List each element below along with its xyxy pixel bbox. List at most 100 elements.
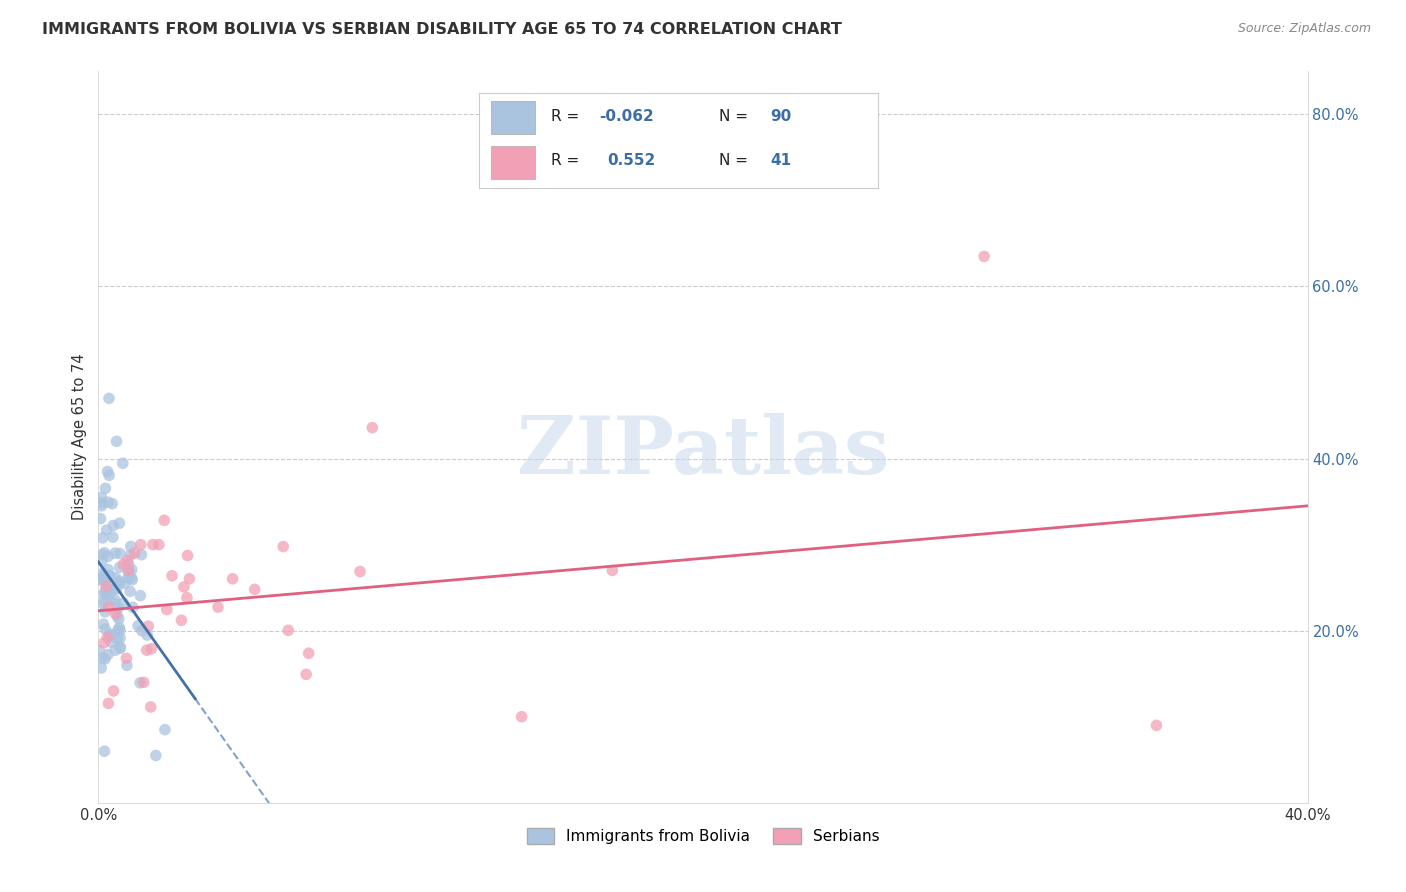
Point xyxy=(602,564,624,578)
Point xyxy=(510,710,533,724)
Point xyxy=(97,495,120,509)
Point xyxy=(108,612,131,626)
Point xyxy=(131,548,153,562)
Point xyxy=(91,651,114,665)
Text: Source: ZipAtlas.com: Source: ZipAtlas.com xyxy=(1237,22,1371,36)
Point xyxy=(97,563,120,577)
Point xyxy=(97,600,120,615)
Point xyxy=(96,631,118,645)
Point xyxy=(243,582,266,597)
Point xyxy=(153,513,176,527)
Point xyxy=(94,573,117,587)
Point xyxy=(96,523,118,537)
Point xyxy=(104,546,127,560)
Point xyxy=(104,592,127,607)
Point xyxy=(124,546,146,560)
Point xyxy=(115,651,138,665)
Point xyxy=(104,607,127,621)
Point xyxy=(277,624,299,638)
Point xyxy=(98,392,121,406)
Point xyxy=(105,632,128,646)
Point xyxy=(110,640,132,655)
Point xyxy=(136,619,159,633)
Point xyxy=(108,574,131,589)
Point xyxy=(97,549,120,564)
Point xyxy=(118,564,141,578)
Point xyxy=(108,576,131,591)
Point xyxy=(97,589,120,603)
Point xyxy=(132,675,155,690)
Point xyxy=(93,744,115,758)
Point xyxy=(295,667,318,681)
Point xyxy=(98,628,121,642)
Point xyxy=(120,584,142,599)
Point xyxy=(94,605,117,619)
Point xyxy=(90,661,112,675)
Point xyxy=(973,249,995,263)
Point xyxy=(117,566,139,580)
Point xyxy=(108,621,131,635)
Point xyxy=(105,434,128,449)
Point xyxy=(160,568,183,582)
Point xyxy=(120,540,142,554)
Point xyxy=(121,563,143,577)
Point xyxy=(89,643,111,657)
Point xyxy=(93,586,115,600)
Point xyxy=(207,600,229,615)
Point xyxy=(114,576,136,591)
Point xyxy=(101,530,124,544)
Point xyxy=(117,571,139,585)
Point xyxy=(139,700,162,714)
Point xyxy=(97,697,120,711)
Text: IMMIGRANTS FROM BOLIVIA VS SERBIAN DISABILITY AGE 65 TO 74 CORRELATION CHART: IMMIGRANTS FROM BOLIVIA VS SERBIAN DISAB… xyxy=(42,22,842,37)
Point xyxy=(104,643,127,657)
Point xyxy=(121,600,143,615)
Point xyxy=(91,566,114,580)
Legend: Immigrants from Bolivia, Serbians: Immigrants from Bolivia, Serbians xyxy=(520,822,886,850)
Point xyxy=(120,571,142,585)
Point xyxy=(98,586,121,600)
Point xyxy=(105,582,128,596)
Point xyxy=(94,622,117,636)
Point xyxy=(94,481,117,495)
Point xyxy=(120,548,142,562)
Point xyxy=(112,596,135,610)
Point xyxy=(108,641,131,656)
Point xyxy=(94,584,117,599)
Y-axis label: Disability Age 65 to 74: Disability Age 65 to 74 xyxy=(72,354,87,520)
Point xyxy=(94,579,117,593)
Text: ZIPatlas: ZIPatlas xyxy=(517,413,889,491)
Point xyxy=(298,646,321,660)
Point xyxy=(176,549,198,563)
Point xyxy=(156,602,179,616)
Point xyxy=(127,619,149,633)
Point xyxy=(93,546,115,560)
Point xyxy=(98,568,121,582)
Point xyxy=(91,531,114,545)
Point xyxy=(108,516,131,531)
Point xyxy=(101,497,124,511)
Point xyxy=(112,558,135,572)
Point xyxy=(148,538,170,552)
Point xyxy=(179,572,201,586)
Point xyxy=(104,582,127,596)
Point xyxy=(104,571,127,585)
Point xyxy=(121,573,143,587)
Point xyxy=(153,723,176,737)
Point xyxy=(349,565,371,579)
Point xyxy=(141,641,163,656)
Point xyxy=(107,623,129,637)
Point xyxy=(108,560,131,574)
Point xyxy=(108,631,131,645)
Point xyxy=(90,491,112,505)
Point xyxy=(129,675,152,690)
Point xyxy=(105,608,128,623)
Point xyxy=(136,628,159,642)
Point xyxy=(176,591,198,605)
Point xyxy=(89,511,111,525)
Point xyxy=(89,572,111,586)
Point xyxy=(96,465,118,479)
Point xyxy=(98,468,121,483)
Point xyxy=(96,580,118,594)
Point xyxy=(94,652,117,666)
